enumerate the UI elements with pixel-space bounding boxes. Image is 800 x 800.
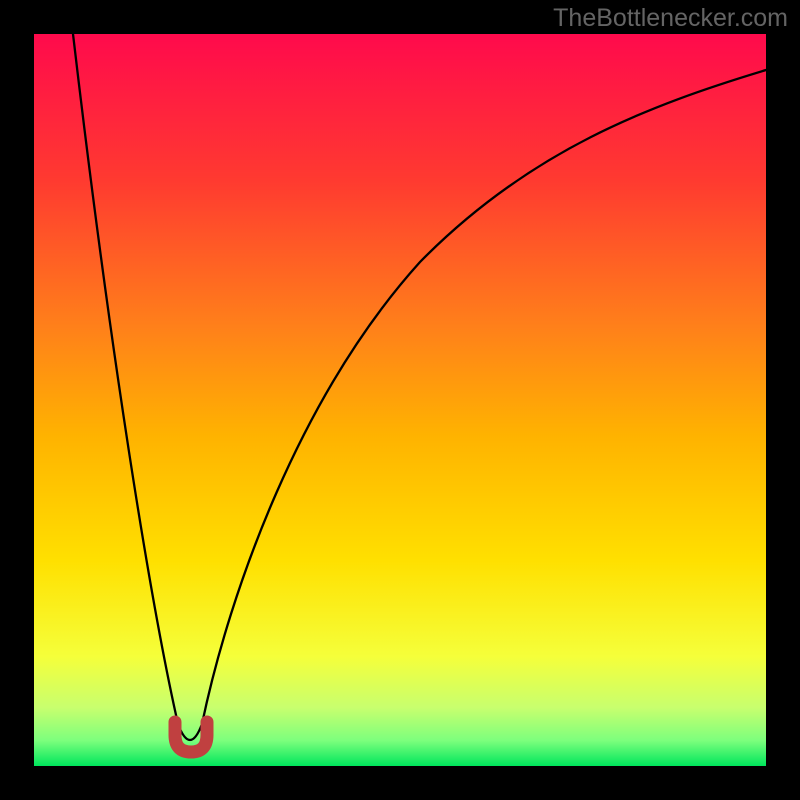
bottleneck-chart xyxy=(0,0,800,800)
watermark-text: TheBottlenecker.com xyxy=(553,4,788,33)
gradient-plot-area xyxy=(34,34,766,766)
chart-stage: TheBottlenecker.com xyxy=(0,0,800,800)
